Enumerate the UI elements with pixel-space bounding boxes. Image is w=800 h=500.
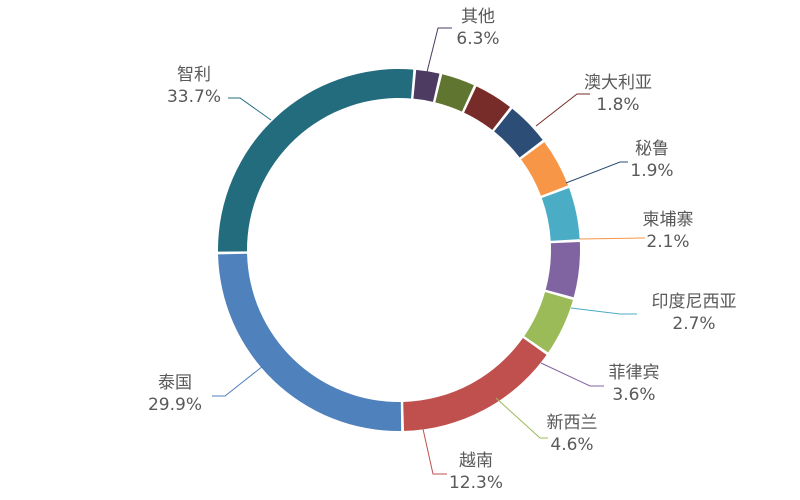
leader-line-澳大利亚 [535,93,590,127]
slice-value-label-越南: 12.3% [449,473,503,493]
leader-line-柬埔寨 [578,237,645,240]
slice-菲律宾 [545,241,580,298]
slice-澳大利亚 [464,86,511,130]
slice-value-label-新西兰: 4.6% [550,435,593,455]
slice-value-label-柬埔寨: 2.1% [646,232,689,252]
slice-label-越南: 越南 [459,451,493,471]
slice-value-label-其他: 6.3% [456,29,499,49]
leader-line-新西兰 [495,397,548,439]
slice-label-新西兰: 新西兰 [547,413,598,433]
leader-line-其他 [426,27,452,73]
slice-秘鲁 [494,108,543,158]
leader-line-越南 [420,419,447,475]
slice-印度尼西亚 [541,188,580,241]
slice-label-泰国: 泰国 [158,373,192,393]
slice-label-菲律宾: 菲律宾 [609,363,660,383]
slice-value-label-澳大利亚: 1.8% [596,95,639,115]
slice-柬埔寨 [521,142,569,196]
slice-label-柬埔寨: 柬埔寨 [643,210,694,230]
slice-value-label-菲律宾: 3.6% [612,385,655,405]
leader-line-智利 [228,97,272,121]
slice-新西兰 [524,292,573,353]
slice-越南 [403,338,547,431]
slice-value-label-印度尼西亚: 2.7% [672,314,715,334]
leader-line-泰国 [212,365,264,397]
leader-line-菲律宾 [540,362,604,387]
slice-label-其他: 其他 [461,7,495,27]
slice-value-label-泰国: 29.9% [148,395,202,415]
slice-其他-part2 [435,74,474,112]
slice-value-label-智利: 33.7% [167,87,221,107]
slice-label-智利: 智利 [177,65,211,85]
slice-其他-part1 [413,69,440,102]
slice-value-label-秘鲁: 1.9% [630,161,673,181]
slice-label-印度尼西亚: 印度尼西亚 [652,292,737,312]
leader-line-秘鲁 [565,161,628,184]
slice-智利 [218,68,414,252]
leader-line-印度尼西亚 [570,307,637,315]
slice-label-澳大利亚: 澳大利亚 [584,73,652,93]
slice-label-秘鲁: 秘鲁 [635,139,669,159]
slice-泰国 [218,253,402,431]
